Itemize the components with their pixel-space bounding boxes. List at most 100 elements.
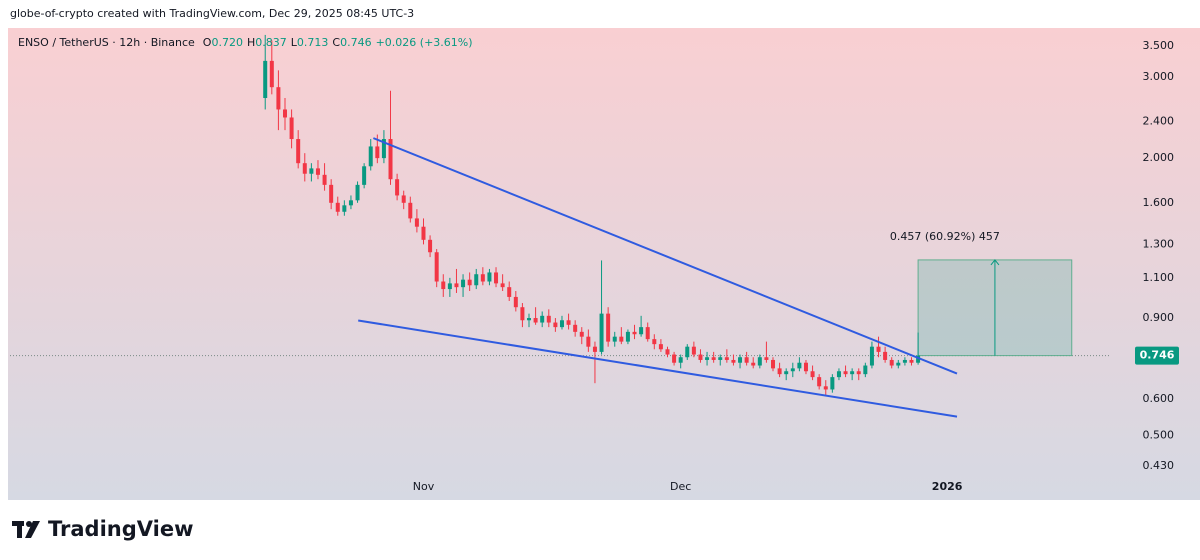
y-tick-label: 0.430 [1143,459,1175,472]
candle-body [625,331,630,342]
candle-body [408,202,413,219]
candle-body [691,346,696,355]
x-tick-label: Nov [413,480,435,493]
candle-body [355,184,360,201]
legend-change: +0.026 (+3.61%) [375,36,473,49]
candle-body [579,331,584,337]
candle-body [916,355,921,363]
legend-value: 0.720 [211,36,243,49]
candle-body [513,296,518,308]
candle-body [480,274,485,282]
y-tick-label: 0.600 [1143,392,1175,405]
candle-body [645,327,650,340]
candle-body [678,357,683,363]
candle-body [269,60,274,88]
last-price-tag [1135,346,1179,365]
candle-body [777,368,782,375]
candle-body [632,331,637,335]
candle-body [599,313,604,352]
y-tick-label: 1.600 [1143,196,1175,209]
candle-body [797,362,802,369]
candle-body [751,362,756,366]
brand: TradingView [48,517,193,541]
candle-body [658,344,663,350]
candle-body [546,315,551,323]
legend-value: 0.746 [340,36,372,49]
plot [10,34,1110,418]
candle-body [375,146,380,159]
candle-body [672,354,677,363]
candle-body [434,252,439,282]
candle-body [315,168,320,175]
candle-body [592,346,597,352]
candle-body [527,318,532,321]
candle-body [705,357,710,360]
candle-body [738,357,743,363]
candle-body [289,117,294,140]
candle-body [724,357,729,360]
candle-body [533,318,538,323]
candle-body [639,327,644,335]
candle-body [263,60,268,99]
last-price-label: 0.746 [1140,349,1175,362]
candle-body [283,109,287,118]
candle-body [711,357,716,360]
candle-body [342,205,347,212]
candle-body [553,322,558,328]
candle-body [586,336,591,347]
candle-body [771,359,776,369]
y-tick-label: 2.400 [1143,115,1175,128]
x-tick-label: Dec [670,480,691,493]
candle-body [500,283,505,288]
chart-background [8,28,1200,500]
candle-body [836,371,841,378]
candle-body [909,359,914,363]
candle-body [876,346,881,352]
candle-body [454,283,459,288]
candle-body [520,307,525,321]
candle-body [309,168,314,174]
candle-body [902,359,907,363]
candle-body [494,272,499,284]
candle-body [823,386,828,390]
candle-body [559,320,564,328]
candle-body [395,179,400,196]
candle-body [810,371,815,378]
measure-label: 0.457 (60.92%) 457 [890,230,1000,243]
candle-body [850,371,855,375]
candle-body [381,139,386,159]
candle-body [348,200,353,206]
candle-body [447,283,452,290]
candle-body [843,371,848,375]
candle-body [790,368,795,372]
candle-body [335,202,340,212]
trendline [358,319,958,418]
y-tick-label: 2.000 [1143,151,1175,164]
y-tick-label: 1.300 [1143,237,1175,250]
y-tick-label: 0.500 [1143,429,1175,442]
candle-body [883,351,888,360]
legend-key: C [332,36,341,49]
legend-key: O [202,36,212,49]
axes: 3.500 3.000 2.400 2.000 1.600 1.300 1.100 0.900… [413,39,1179,493]
measure-arrowhead [990,259,1000,266]
candle-body [296,139,301,164]
candle-body [869,346,874,366]
candle-body [718,357,723,360]
legend-symbol: ENSO / TetherUS · 12h · Binance [18,36,195,49]
candle-body [863,365,868,375]
y-tick-label: 0.900 [1143,311,1175,324]
candle-body [421,226,426,240]
candle-body [276,87,281,110]
x-tick-label: 2026 [932,480,963,493]
candle-body [467,279,472,286]
candle-body [388,139,393,180]
candle-body [474,274,479,286]
candle-body [573,324,578,332]
candle-body [856,371,861,375]
legend: ENSO / TetherUS · 12h · Binance O0.720 H0.… [18,36,473,49]
candle-body [619,336,624,342]
candle-body [896,362,901,366]
candle-body [302,163,307,174]
